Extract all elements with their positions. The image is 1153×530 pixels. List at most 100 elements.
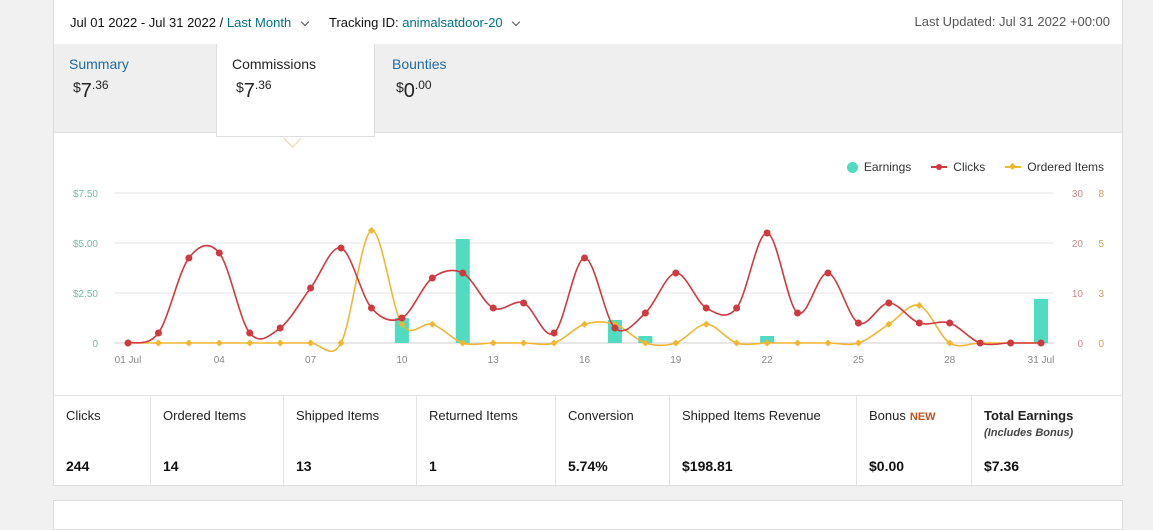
clicks-point[interactable] xyxy=(185,254,193,262)
clicks-point[interactable] xyxy=(337,244,345,252)
ordered-items-point[interactable] xyxy=(459,339,467,347)
clicks-point[interactable] xyxy=(1037,339,1045,347)
tab-bounties[interactable]: Bounties $0.00 xyxy=(377,44,537,133)
chevron-down-icon[interactable] xyxy=(512,17,521,27)
clicks-point[interactable] xyxy=(581,254,588,262)
ordered-items-point[interactable] xyxy=(641,339,649,347)
tracking-id-link[interactable]: animalsatdoor-20 xyxy=(402,15,503,30)
earnings-axis-tick: $5.00 xyxy=(73,239,98,250)
tab-summary[interactable]: Summary $7.36 xyxy=(54,44,216,133)
clicks-point[interactable] xyxy=(246,329,254,337)
ordered-items-point[interactable] xyxy=(702,320,710,328)
clicks-point[interactable] xyxy=(854,319,862,327)
legend-clicks[interactable]: Clicks xyxy=(931,160,985,174)
clicks-point[interactable] xyxy=(824,269,832,277)
ordered-items-point[interactable] xyxy=(550,339,558,347)
chevron-down-icon[interactable] xyxy=(300,17,310,27)
stat-clicks: Clicks 244 xyxy=(54,396,151,487)
stat-label: Clicks xyxy=(66,408,101,423)
tab-commissions[interactable]: Commissions $7.36 xyxy=(216,44,375,137)
clicks-axis-tick: 10 xyxy=(1072,289,1084,300)
ordered-items-point[interactable] xyxy=(793,339,802,347)
ordered-items-point[interactable] xyxy=(276,339,284,347)
date-range-selector[interactable]: Jul 01 2022 - Jul 31 2022 / Last Month xyxy=(70,15,310,30)
clicks-point[interactable] xyxy=(763,229,771,237)
ordered-items-point[interactable] xyxy=(215,339,223,347)
clicks-point[interactable] xyxy=(154,329,162,337)
ordered-items-point[interactable] xyxy=(733,339,741,347)
legend-label: Ordered Items xyxy=(1027,160,1104,174)
ordered-swatch xyxy=(1005,162,1022,172)
ordered-items-point[interactable] xyxy=(854,339,862,347)
tab-label[interactable]: Commissions xyxy=(232,56,317,72)
ordered-items-point[interactable] xyxy=(398,320,406,328)
clicks-point[interactable] xyxy=(367,304,375,312)
earnings-chart: $7.50 30 8$5.00 20 5$2.50 10 30 0 001 Jul 04 07 10 1… xyxy=(73,189,1104,366)
ordered-items-line xyxy=(128,229,1041,353)
ordered-items-point[interactable] xyxy=(337,339,345,347)
clicks-point[interactable] xyxy=(885,299,893,307)
ordered-items-point[interactable] xyxy=(489,339,497,347)
clicks-point[interactable] xyxy=(459,269,467,277)
currency-symbol: $ xyxy=(396,79,404,95)
ordered-items-point[interactable] xyxy=(580,320,589,328)
clicks-point[interactable] xyxy=(611,324,619,332)
clicks-point[interactable] xyxy=(520,299,528,307)
ordered-items-point[interactable] xyxy=(763,339,771,347)
clicks-point[interactable] xyxy=(794,309,802,317)
legend-earnings[interactable]: Earnings xyxy=(846,160,911,174)
ordered-items-point[interactable] xyxy=(185,339,193,347)
earnings-axis-tick: 0 xyxy=(92,339,98,350)
clicks-point[interactable] xyxy=(215,249,223,257)
legend-ordered-items[interactable]: Ordered Items xyxy=(1005,160,1104,174)
tab-label[interactable]: Summary xyxy=(69,56,129,72)
period-link[interactable]: Last Month xyxy=(226,15,292,30)
ordered-items-point[interactable] xyxy=(885,320,893,328)
stat-conversion: Conversion 5.74% xyxy=(556,396,670,487)
ordered-items-point[interactable] xyxy=(154,339,162,347)
clicks-swatch xyxy=(931,162,948,172)
clicks-point[interactable] xyxy=(915,319,923,327)
ordered-items-point[interactable] xyxy=(915,301,923,310)
stat-value: 1 xyxy=(429,458,437,474)
clicks-point[interactable] xyxy=(307,284,315,292)
clicks-point[interactable] xyxy=(672,269,680,277)
stat-returned-items: Returned Items 1 xyxy=(417,396,556,487)
earnings-bar[interactable] xyxy=(1034,299,1048,343)
clicks-point[interactable] xyxy=(641,309,649,317)
clicks-axis-tick: 30 xyxy=(1072,189,1084,200)
ordered-items-point[interactable] xyxy=(672,339,680,347)
ordered-items-point[interactable] xyxy=(307,339,315,347)
clicks-point[interactable] xyxy=(702,304,710,312)
clicks-point[interactable] xyxy=(946,319,954,327)
tab-label[interactable]: Bounties xyxy=(392,56,447,72)
ordered-items-point[interactable] xyxy=(520,339,528,347)
ordered-items-point[interactable] xyxy=(824,339,832,347)
stat-value: 5.74% xyxy=(568,458,608,474)
clicks-point[interactable] xyxy=(550,329,558,337)
clicks-point[interactable] xyxy=(1007,339,1015,347)
ordered-items-point[interactable] xyxy=(246,339,254,347)
ordered-items-point[interactable] xyxy=(367,226,376,235)
ordered-items-point[interactable] xyxy=(946,339,954,347)
ordered-items-point[interactable] xyxy=(428,320,436,328)
clicks-point[interactable] xyxy=(398,314,406,322)
stat-shipped-revenue: Shipped Items Revenue $198.81 xyxy=(670,396,857,487)
date-range-text: Jul 01 2022 - Jul 31 2022 / xyxy=(70,15,224,30)
x-axis-tick: 10 xyxy=(396,355,408,366)
earnings-axis-tick: $2.50 xyxy=(73,289,98,300)
clicks-point[interactable] xyxy=(276,324,284,332)
ordered-axis-tick: 0 xyxy=(1098,339,1104,350)
clicks-axis-tick: 20 xyxy=(1072,239,1084,250)
clicks-point[interactable] xyxy=(733,304,741,312)
tracking-id-selector[interactable]: Tracking ID: animalsatdoor-20 xyxy=(329,15,521,30)
clicks-point[interactable] xyxy=(124,339,132,347)
clicks-point[interactable] xyxy=(976,339,984,347)
clicks-point[interactable] xyxy=(489,304,497,312)
amount-cents: .00 xyxy=(414,78,432,92)
clicks-point[interactable] xyxy=(428,274,436,282)
stat-label: Returned Items xyxy=(429,408,518,423)
stat-label: Bonus NEW xyxy=(869,408,936,423)
stat-label: Total Earnings (Includes Bonus) xyxy=(984,408,1073,439)
earnings-bar[interactable] xyxy=(455,239,470,343)
